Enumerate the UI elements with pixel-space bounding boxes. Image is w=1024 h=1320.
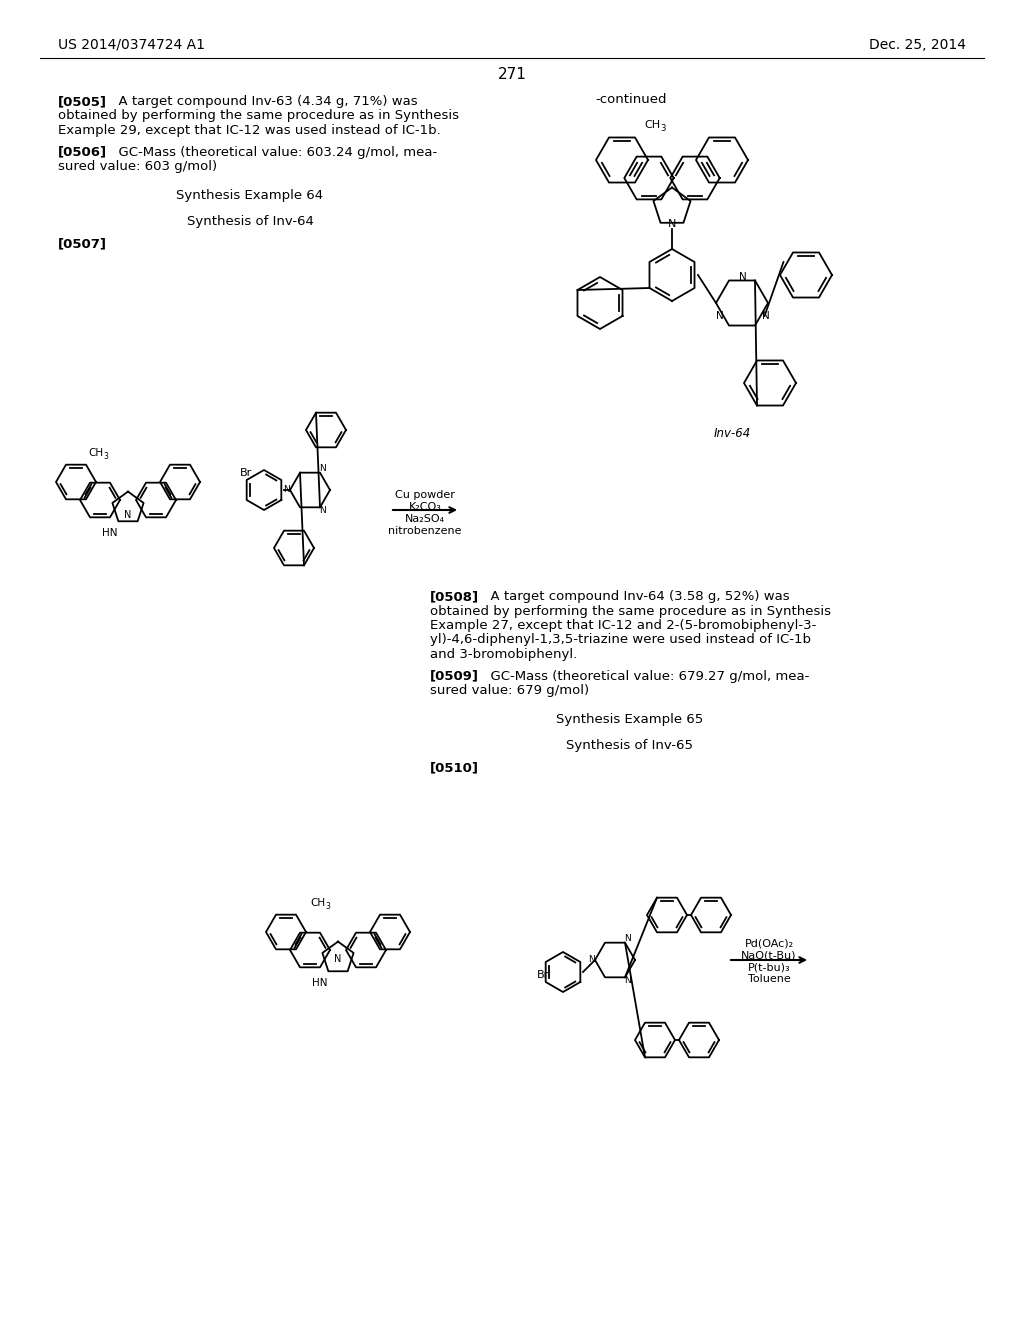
Text: [0508]: [0508] (430, 590, 479, 603)
Text: [0510]: [0510] (430, 762, 479, 774)
Text: A target compound Inv-64 (3.58 g, 52%) was: A target compound Inv-64 (3.58 g, 52%) w… (482, 590, 790, 603)
Text: Synthesis of Inv-65: Synthesis of Inv-65 (566, 739, 693, 752)
Text: N: N (124, 510, 131, 520)
Text: Pd(OAc)₂: Pd(OAc)₂ (744, 939, 794, 948)
Text: sured value: 679 g/mol): sured value: 679 g/mol) (430, 684, 589, 697)
Text: sured value: 603 g/mol): sured value: 603 g/mol) (58, 160, 217, 173)
Text: [0509]: [0509] (430, 669, 479, 682)
Text: [0506]: [0506] (58, 145, 108, 158)
Text: Br: Br (537, 970, 549, 979)
Text: HN: HN (102, 528, 118, 539)
Text: P(t-bu)₃: P(t-bu)₃ (748, 962, 791, 972)
Text: 271: 271 (498, 67, 526, 82)
Text: Toluene: Toluene (748, 974, 791, 983)
Text: yl)-4,6-diphenyl-1,3,5-triazine were used instead of IC-1b: yl)-4,6-diphenyl-1,3,5-triazine were use… (430, 634, 811, 647)
Text: CH: CH (88, 447, 103, 458)
Text: HN: HN (312, 978, 328, 987)
Text: Example 29, except that IC-12 was used instead of IC-1b.: Example 29, except that IC-12 was used i… (58, 124, 440, 137)
Text: CH: CH (644, 120, 660, 129)
Text: nitrobenzene: nitrobenzene (388, 525, 462, 536)
Text: N: N (624, 935, 631, 944)
Text: 3: 3 (325, 902, 330, 911)
Text: and 3-bromobiphenyl.: and 3-bromobiphenyl. (430, 648, 578, 661)
Text: GC-Mass (theoretical value: 679.27 g/mol, mea-: GC-Mass (theoretical value: 679.27 g/mol… (482, 669, 809, 682)
Text: US 2014/0374724 A1: US 2014/0374724 A1 (58, 38, 205, 51)
Text: 3: 3 (103, 451, 108, 461)
Text: GC-Mass (theoretical value: 603.24 g/mol, mea-: GC-Mass (theoretical value: 603.24 g/mol… (110, 145, 437, 158)
Text: obtained by performing the same procedure as in Synthesis: obtained by performing the same procedur… (58, 110, 459, 123)
Text: [0505]: [0505] (58, 95, 106, 108)
Text: N: N (668, 219, 677, 228)
Text: Synthesis Example 65: Synthesis Example 65 (556, 713, 703, 726)
Text: N: N (588, 954, 595, 964)
Text: N: N (319, 506, 326, 515)
Text: N: N (739, 272, 746, 282)
Text: A target compound Inv-63 (4.34 g, 71%) was: A target compound Inv-63 (4.34 g, 71%) w… (110, 95, 418, 108)
Text: Cu powder: Cu powder (395, 490, 455, 500)
Text: obtained by performing the same procedure as in Synthesis: obtained by performing the same procedur… (430, 605, 831, 618)
Text: N: N (762, 312, 769, 321)
Text: NaO(t-Bu): NaO(t-Bu) (741, 950, 797, 960)
Text: N: N (717, 312, 724, 321)
Text: [0507]: [0507] (58, 238, 106, 249)
Text: Example 27, except that IC-12 and 2-(5-bromobiphenyl-3-: Example 27, except that IC-12 and 2-(5-b… (430, 619, 816, 632)
Text: Br: Br (240, 469, 252, 478)
Text: N: N (319, 465, 326, 473)
Text: N: N (624, 975, 631, 985)
Text: Na₂SO₄: Na₂SO₄ (404, 513, 445, 524)
Text: Dec. 25, 2014: Dec. 25, 2014 (869, 38, 966, 51)
Text: N: N (283, 484, 290, 494)
Text: -continued: -continued (595, 92, 667, 106)
Text: N: N (334, 954, 341, 964)
Text: Synthesis of Inv-64: Synthesis of Inv-64 (186, 215, 313, 228)
Text: Synthesis Example 64: Synthesis Example 64 (176, 189, 324, 202)
Text: K₂CO₃: K₂CO₃ (409, 502, 441, 512)
Text: Inv-64: Inv-64 (714, 426, 751, 440)
Text: CH: CH (310, 898, 326, 908)
Text: 3: 3 (660, 124, 666, 133)
